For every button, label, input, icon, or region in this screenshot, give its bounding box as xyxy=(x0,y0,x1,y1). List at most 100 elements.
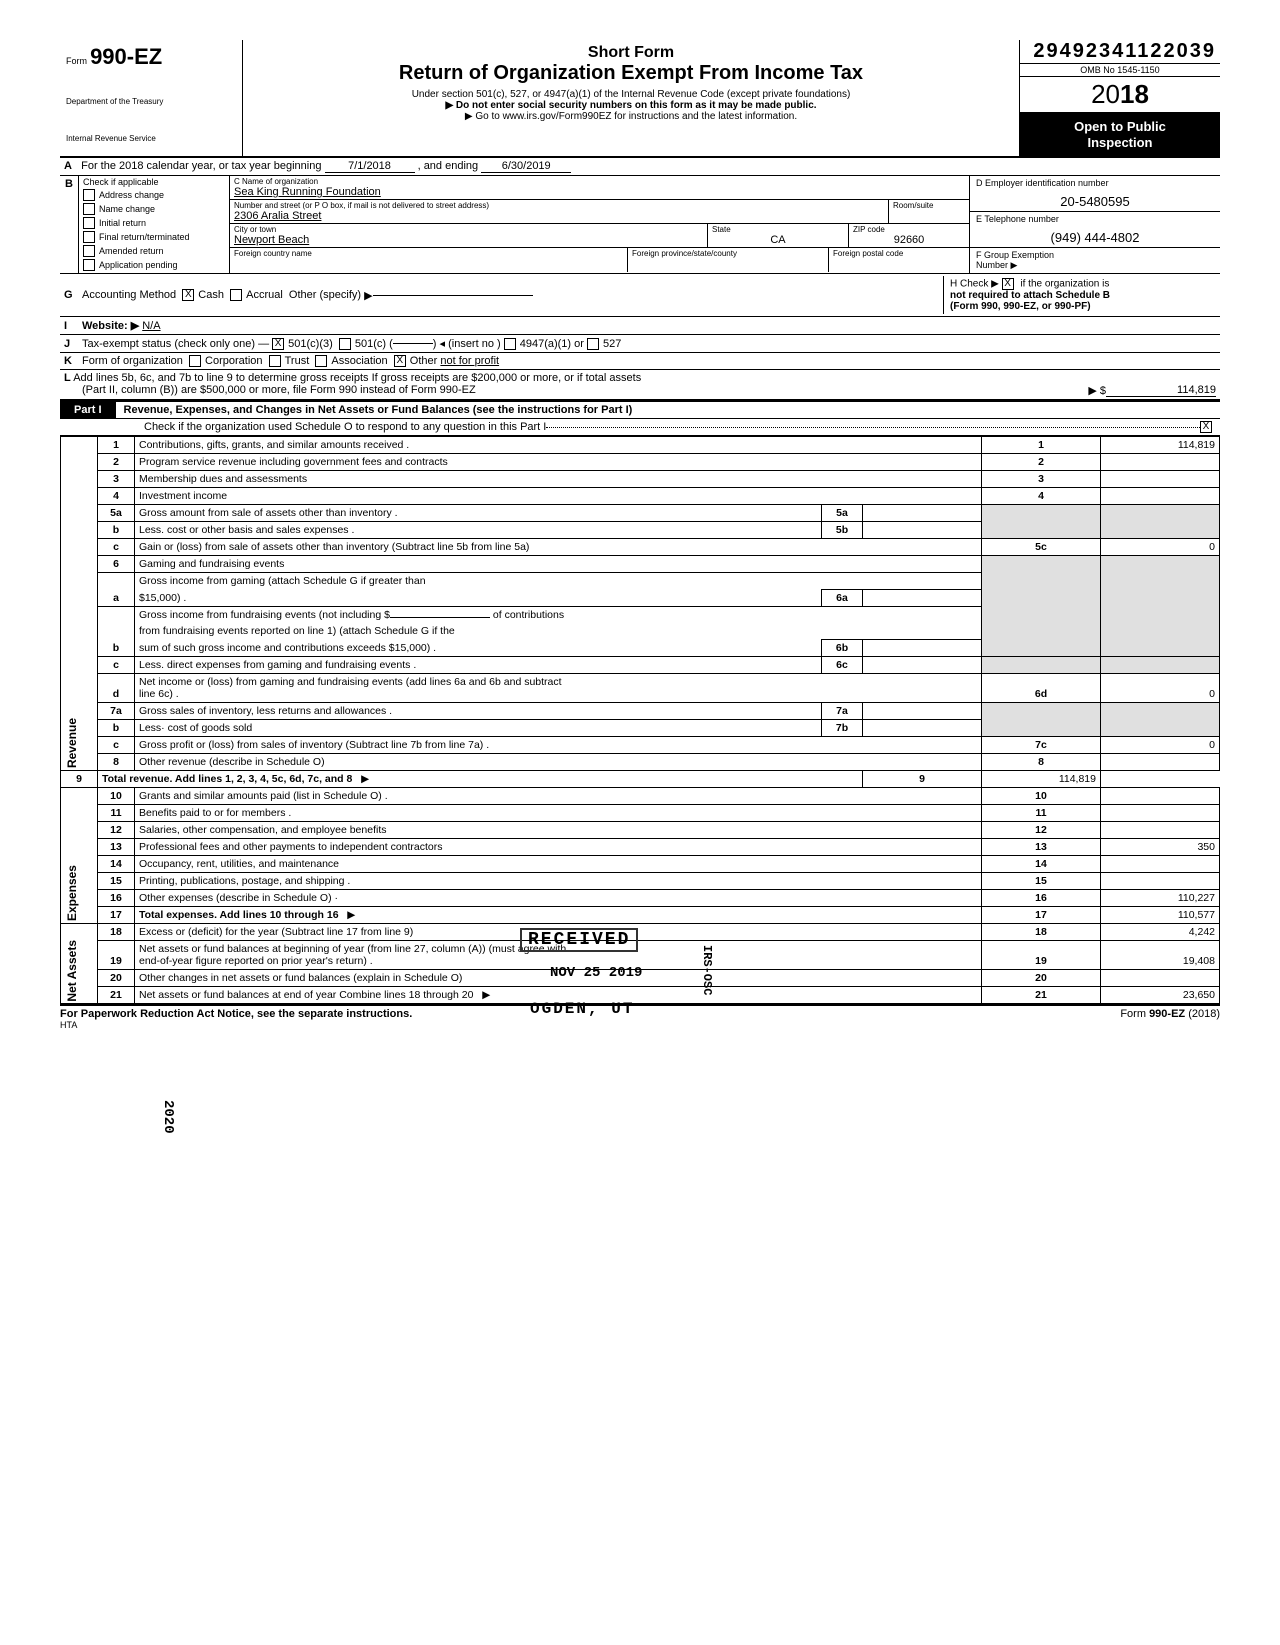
line-amt[interactable] xyxy=(1101,873,1220,890)
line-desc: Salaries, other compensation, and employ… xyxy=(135,822,982,839)
line-midbox: 7a xyxy=(822,703,863,720)
4947-checkbox[interactable] xyxy=(504,338,516,350)
footer-left: For Paperwork Reduction Act Notice, see … xyxy=(60,1008,412,1020)
line-desc: Gross income from fundraising events (no… xyxy=(135,607,982,624)
line-amt[interactable]: 19,408 xyxy=(1101,941,1220,970)
phone-value[interactable]: (949) 444-4802 xyxy=(976,224,1214,245)
state-value[interactable]: CA xyxy=(708,234,848,247)
corp-checkbox[interactable] xyxy=(189,355,201,367)
website-value[interactable]: N/A xyxy=(142,320,160,332)
line-amt[interactable] xyxy=(1101,471,1220,488)
line-box: 19 xyxy=(982,941,1101,970)
part-i-check-note: Check if the organization used Schedule … xyxy=(144,421,546,433)
line-amt[interactable] xyxy=(1101,822,1220,839)
line-amt[interactable] xyxy=(1101,754,1220,771)
checkbox-icon[interactable] xyxy=(83,245,95,257)
line-amt[interactable] xyxy=(1101,856,1220,873)
zip-value[interactable]: 92660 xyxy=(849,234,969,247)
trust-checkbox[interactable] xyxy=(269,355,281,367)
check-label: Initial return xyxy=(99,218,146,228)
grey-cell xyxy=(1101,505,1220,539)
501c-checkbox[interactable] xyxy=(339,338,351,350)
line-amt[interactable]: 110,577 xyxy=(1101,907,1220,924)
period-end[interactable]: 6/30/2019 xyxy=(481,160,571,173)
cash-checkbox[interactable]: X xyxy=(182,289,194,301)
line-amt[interactable]: 4,242 xyxy=(1101,924,1220,941)
checkbox-icon[interactable] xyxy=(83,189,95,201)
contributions-blank[interactable] xyxy=(390,617,490,618)
line-midbox: 6b xyxy=(822,640,863,657)
other-org-value[interactable]: not for profit xyxy=(440,355,499,367)
line-amt[interactable]: 110,227 xyxy=(1101,890,1220,907)
l-value[interactable]: 114,819 xyxy=(1106,384,1216,397)
other-org-checkbox[interactable]: X xyxy=(394,355,406,367)
grey-cell xyxy=(1101,556,1220,657)
check-address-change[interactable]: Address change xyxy=(79,188,229,202)
line-7a: 7aGross sales of inventory, less returns… xyxy=(61,703,1220,720)
line-midamt[interactable] xyxy=(863,522,982,539)
line-box: 3 xyxy=(982,471,1101,488)
501c3-checkbox[interactable]: X xyxy=(272,338,284,350)
line-amt[interactable]: 114,819 xyxy=(1101,437,1220,454)
line-desc: Other revenue (describe in Schedule O) xyxy=(135,754,982,771)
foreign-row: Foreign country name Foreign province/st… xyxy=(230,248,969,272)
line-midamt[interactable] xyxy=(863,505,982,522)
line-desc-text2: line 6c) . xyxy=(139,688,179,700)
line-amt[interactable] xyxy=(1101,805,1220,822)
footer-right: Form 990-EZ (2018) xyxy=(1120,1008,1220,1020)
line-amt[interactable]: 0 xyxy=(1101,539,1220,556)
line-9: 9Total revenue. Add lines 1, 2, 3, 4, 5c… xyxy=(61,771,1220,788)
other-specify-input[interactable] xyxy=(373,295,533,296)
letter-l: L xyxy=(64,372,71,384)
line-midamt[interactable] xyxy=(863,703,982,720)
line-desc-text: Net assets or fund balances at beginning… xyxy=(139,943,566,955)
line-midamt[interactable] xyxy=(863,590,982,607)
period-begin[interactable]: 7/1/2018 xyxy=(325,160,415,173)
row-i: I Website: ▶ N/A xyxy=(60,317,1220,335)
line-num: d xyxy=(98,674,135,703)
netassets-side-label: Net Assets xyxy=(61,924,98,1004)
check-initial-return[interactable]: Initial return xyxy=(79,216,229,230)
addr-value[interactable]: 2306 Aralia Street xyxy=(230,210,888,223)
year-2020-stamp: 2020 xyxy=(160,1100,176,1134)
line-box: 11 xyxy=(982,805,1101,822)
check-amended-return[interactable]: Amended return xyxy=(79,244,229,258)
line-desc: Investment income xyxy=(135,488,982,505)
city-value[interactable]: Newport Beach xyxy=(230,234,707,247)
group-label: F Group Exemption xyxy=(976,250,1214,260)
line-amt[interactable]: 114,819 xyxy=(982,771,1101,788)
line-1: Revenue 1 Contributions, gifts, grants, … xyxy=(61,437,1220,454)
line-amt[interactable]: 23,650 xyxy=(1101,987,1220,1004)
line-amt[interactable] xyxy=(1101,970,1220,987)
line-desc-text: Total expenses. Add lines 10 through 16 xyxy=(139,909,339,921)
letter-k: K xyxy=(64,355,82,367)
line-amt[interactable] xyxy=(1101,454,1220,471)
ein-value[interactable]: 20-5480595 xyxy=(976,188,1214,209)
line-midamt[interactable] xyxy=(863,657,982,674)
line-amt[interactable]: 0 xyxy=(1101,737,1220,754)
line-amt[interactable]: 0 xyxy=(1101,674,1220,703)
line-midamt[interactable] xyxy=(863,720,982,737)
line-amt[interactable] xyxy=(1101,488,1220,505)
527-checkbox[interactable] xyxy=(587,338,599,350)
form-prefix: Form xyxy=(66,56,87,66)
check-application-pending[interactable]: Application pending xyxy=(79,258,229,272)
checkbox-icon[interactable] xyxy=(83,231,95,243)
line-desc: Net income or (loss) from gaming and fun… xyxy=(135,674,982,703)
line-amt[interactable] xyxy=(1101,788,1220,805)
dept-line2: Internal Revenue Service xyxy=(66,135,236,144)
accrual-checkbox[interactable] xyxy=(230,289,242,301)
org-name[interactable]: Sea King Running Foundation xyxy=(230,186,969,199)
assoc-checkbox[interactable] xyxy=(315,355,327,367)
check-name-change[interactable]: Name change xyxy=(79,202,229,216)
501c-insert[interactable] xyxy=(393,343,433,344)
checkbox-icon[interactable] xyxy=(83,217,95,229)
line-box: 12 xyxy=(982,822,1101,839)
check-final-return[interactable]: Final return/terminated xyxy=(79,230,229,244)
part-i-checkbox[interactable]: X xyxy=(1200,421,1212,433)
checkbox-icon[interactable] xyxy=(83,203,95,215)
line-midamt[interactable] xyxy=(863,640,982,657)
checkbox-icon[interactable] xyxy=(83,259,95,271)
h-checkbox[interactable]: X xyxy=(1002,278,1014,290)
line-amt[interactable]: 350 xyxy=(1101,839,1220,856)
